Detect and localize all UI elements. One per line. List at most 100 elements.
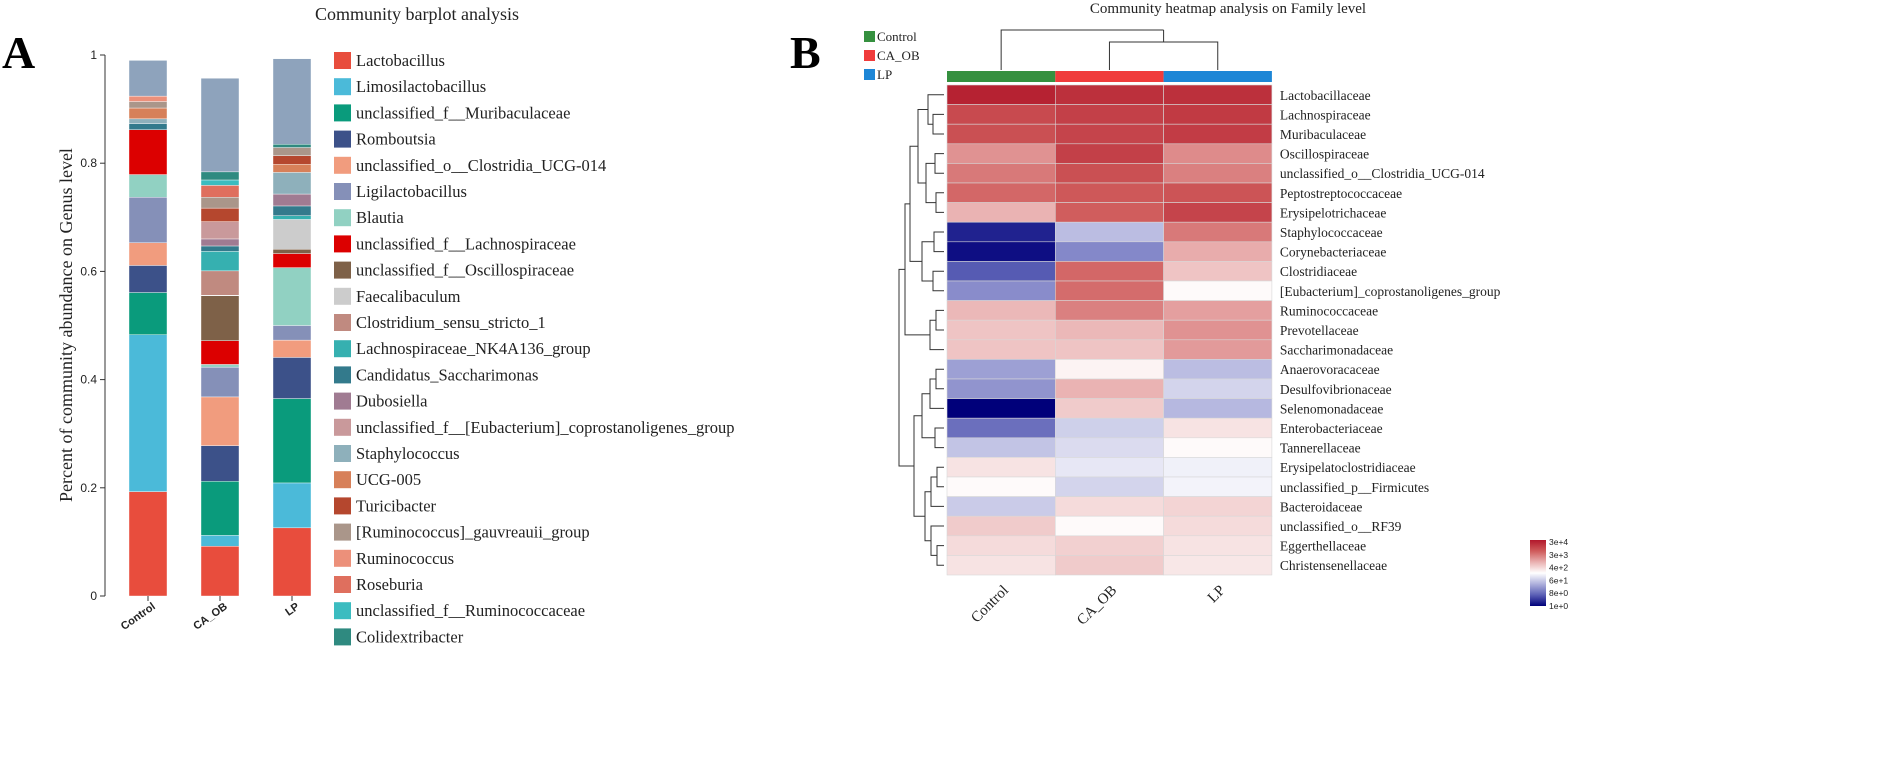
heatmap-cell-peptostreptococcaceae-control: [946, 182, 1056, 203]
color-scale-tick-label: 1e+0: [1549, 601, 1568, 611]
bar-segment-lp-dubosiella: [272, 193, 312, 207]
legend-swatch-candidatus-saccharimonas: [334, 366, 351, 384]
legend-label-unclassified-o-clostridia-ucg-014: unclassified_o__Clostridia_UCG-014: [356, 156, 606, 175]
heatmap-cell-selenomonadaceae-lp: [1163, 398, 1273, 419]
bar-segment-control-lactobacillus: [128, 491, 168, 597]
bar-segment-control-candidatus-saccharimonas: [128, 123, 168, 130]
bar-segment-lp-ruminococcus-gauvreauii-group: [272, 147, 312, 156]
legend-swatch-lachnospiraceae-nk4a136-group: [334, 340, 351, 358]
legend-label-unclassified-f-muribaculaceae: unclassified_f__Muribaculaceae: [356, 103, 570, 122]
heatmap-cell-eggerthellaceae-lp: [1163, 535, 1273, 556]
heatmap-cell-oscillospiraceae-control: [946, 143, 1056, 164]
legend-swatch-unclassified-f-muribaculaceae: [334, 104, 351, 122]
heatmap-cell-corynebacteriaceae-lp: [1163, 241, 1273, 262]
bar-segment-ca-ob-lactobacillus: [200, 546, 240, 597]
bar-segment-ca-ob-unclassified-f-muribaculaceae: [200, 481, 240, 536]
legend-swatch-ligilactobacillus: [334, 183, 351, 200]
legend-swatch-unclassified-f-eubacterium-coprostanoligenes-group: [334, 418, 351, 436]
legend-swatch-turicibacter: [334, 497, 351, 515]
legend-swatch-romboutsia: [334, 130, 351, 148]
heatmap-cell-desulfovibrionaceae-control: [946, 378, 1056, 399]
bar-segment-ca-ob-unclassified-o-clostridia-ucg-014: [200, 396, 240, 446]
bar-segment-ca-ob-limosilactobacillus: [200, 535, 240, 547]
row-label-prevotellaceae: Prevotellaceae: [1280, 323, 1359, 338]
heatmap-cell-corynebacteriaceae-ca-ob: [1055, 241, 1164, 262]
group-legend: Control CA_OB LP: [864, 29, 920, 82]
heatmap-cell-erysipelatoclostridiaceae-lp: [1163, 457, 1273, 478]
heatmap-cell-eubacterium-coprostanoligenes-group-ca-ob: [1055, 280, 1164, 301]
legend-swatch-unclassified-f-oscillospiraceae: [334, 261, 351, 279]
heatmap-cell-clostridiaceae-lp: [1163, 261, 1273, 282]
panel-b-letter: B: [790, 27, 821, 78]
bar-segment-lp-romboutsia: [272, 357, 312, 399]
heatmap-panel: Community heatmap analysis on Family lev…: [864, 1, 1568, 629]
panel-a-letter: A: [2, 27, 35, 78]
column-label-control: Control: [968, 583, 1012, 627]
bar-segment-control-ruminococcus: [128, 95, 168, 102]
bar-segment-ca-ob-romboutsia: [200, 445, 240, 482]
bar-segment-ca-ob-clostridium-sensu-stricto-1: [200, 270, 240, 296]
row-label-lachnospiraceae: Lachnospiraceae: [1280, 107, 1371, 122]
legend-label-lactobacillus: Lactobacillus: [356, 51, 445, 70]
heatmap-cell-lachnospiraceae-lp: [1163, 104, 1273, 125]
row-label-corynebacteriaceae: Corynebacteriaceae: [1280, 245, 1386, 260]
heatmap-cell-oscillospiraceae-lp: [1163, 143, 1273, 164]
legend-label-staphylococcus: Staphylococcus: [356, 444, 460, 463]
y-tick-label: 0.8: [80, 156, 97, 170]
bar-segment-control-others: [128, 60, 168, 97]
heatmap-cell-prevotellaceae-lp: [1163, 319, 1273, 341]
heatmap-cell-bacteroidaceae-control: [946, 496, 1056, 517]
heatmap-cell-tannerellaceae-ca-ob: [1055, 437, 1164, 458]
bar-segment-control-unclassified-o-clostridia-ucg-014: [128, 242, 168, 266]
heatmap-cell-prevotellaceae-ca-ob: [1055, 319, 1164, 341]
bar-segment-ca-ob-others: [200, 78, 240, 173]
legend-label-colidextribacter: Colidextribacter: [356, 627, 464, 646]
column-label-lp: LP: [1205, 583, 1229, 607]
heatmap-cell-erysipelotrichaceae-control: [946, 202, 1056, 223]
legend-swatch-ruminococcus-gauvreauii-group: [334, 523, 351, 541]
row-label-oscillospiraceae: Oscillospiraceae: [1280, 147, 1369, 162]
column-dendrogram-branches: [1000, 29, 1219, 70]
legend-label-turicibacter: Turicibacter: [356, 496, 437, 515]
bar-segment-lp-turicibacter: [272, 155, 312, 165]
y-tick-label: 1: [90, 48, 97, 62]
bar-segment-control-staphylococcus: [128, 118, 168, 124]
legend-swatch-unclassified-f-lachnospiraceae: [334, 235, 351, 253]
legend-label-ucg-005: UCG-005: [356, 470, 421, 489]
bar-segment-lp-faecalibaculum: [272, 219, 312, 250]
row-label-christensenellaceae: Christensenellaceae: [1280, 558, 1387, 573]
group-legend-label-control: Control: [877, 29, 917, 44]
color-scale-tick-label: 8e+0: [1549, 588, 1568, 598]
heatmap-cell-lactobacillaceae-lp: [1163, 84, 1273, 105]
heatmap-cell-desulfovibrionaceae-lp: [1163, 378, 1273, 399]
y-tick-label: 0.2: [80, 481, 97, 495]
barplot-legend: Lactobacillus Limosilactobacillus unclassi…: [334, 51, 734, 646]
group-legend-swatch-ca-ob: [864, 50, 875, 61]
row-label-saccharimonadaceae: Saccharimonadaceae: [1280, 343, 1393, 358]
y-tick-label: 0: [90, 589, 97, 603]
heatmap-cell-unclassified-p-firmicutes-ca-ob: [1055, 476, 1164, 497]
x-tick-label-ca-ob: CA_OB: [191, 601, 229, 633]
heatmap-cell-erysipelatoclostridiaceae-control: [946, 457, 1056, 478]
bar-segment-ca-ob-ruminococcus-gauvreauii-group: [200, 197, 240, 209]
bar-segment-ca-ob-unclassified-f-lachnospiraceae: [200, 340, 240, 365]
color-scale-tick-label: 4e+2: [1549, 563, 1568, 573]
row-dendrogram-branches: [898, 94, 944, 566]
group-legend-label-lp: LP: [877, 67, 892, 82]
bar-segment-lp-lactobacillus: [272, 527, 312, 597]
bar-segment-lp-unclassified-f-muribaculaceae: [272, 398, 312, 484]
legend-label-unclassified-f-eubacterium-coprostanoligenes-group: unclassified_f__[Eubacterium]_coprostano…: [356, 418, 734, 437]
group-color-bar: [947, 71, 1272, 82]
heatmap-cell-anaerovoracaceae-lp: [1163, 359, 1273, 380]
legend-label-candidatus-saccharimonas: Candidatus_Saccharimonas: [356, 365, 538, 384]
heatmap-cell-unclassified-p-firmicutes-lp: [1163, 476, 1273, 497]
legend-label-lachnospiraceae-nk4a136-group: Lachnospiraceae_NK4A136_group: [356, 339, 591, 358]
legend-label-dubosiella: Dubosiella: [356, 392, 428, 411]
bar-segment-ca-ob-unclassified-f-eubacterium-coprostanoligenes-group: [200, 221, 240, 240]
row-label-eggerthellaceae: Eggerthellaceae: [1280, 539, 1366, 554]
heatmap-cell-lactobacillaceae-ca-ob: [1055, 84, 1164, 105]
bar-segment-lp-unclassified-f-lachnospiraceae: [272, 253, 312, 268]
heatmap-cell-enterobacteriaceae-ca-ob: [1055, 417, 1164, 439]
x-tick-label-lp: LP: [283, 601, 301, 619]
